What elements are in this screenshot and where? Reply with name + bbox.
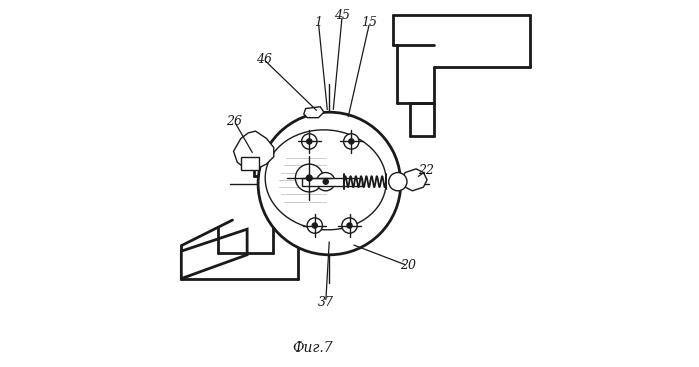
Text: 46: 46 (256, 53, 272, 66)
Circle shape (344, 134, 359, 149)
Circle shape (301, 134, 317, 149)
Circle shape (296, 164, 323, 192)
Text: 22: 22 (418, 164, 434, 177)
Text: 45: 45 (334, 9, 350, 22)
Circle shape (306, 175, 312, 181)
Ellipse shape (265, 130, 387, 230)
Text: 15: 15 (361, 16, 377, 29)
Polygon shape (241, 157, 259, 170)
Circle shape (258, 112, 401, 255)
Polygon shape (181, 229, 247, 279)
Text: 26: 26 (226, 115, 243, 128)
FancyBboxPatch shape (302, 178, 362, 186)
Circle shape (307, 218, 322, 233)
Circle shape (389, 172, 407, 191)
Text: 37: 37 (318, 296, 333, 309)
Circle shape (347, 223, 352, 228)
Polygon shape (401, 169, 427, 191)
Circle shape (312, 223, 317, 228)
Circle shape (349, 139, 354, 144)
Circle shape (323, 179, 329, 184)
Text: Фиг.7: Фиг.7 (293, 341, 333, 355)
Text: 20: 20 (400, 259, 416, 272)
Circle shape (317, 172, 335, 191)
Polygon shape (233, 131, 274, 170)
Text: 1: 1 (315, 16, 322, 29)
Polygon shape (304, 107, 324, 118)
Circle shape (307, 139, 312, 144)
Circle shape (342, 218, 357, 233)
